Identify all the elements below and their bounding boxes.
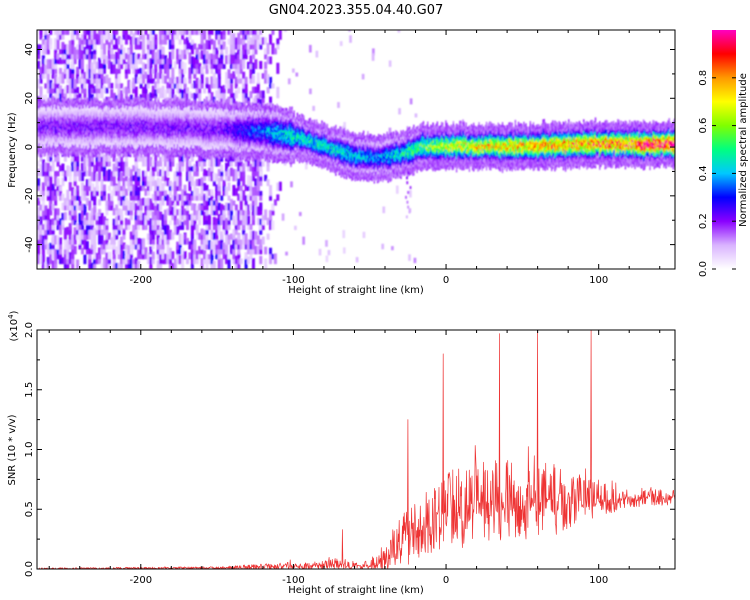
snr-plot-area [37, 330, 675, 569]
spectrogram-ytick-label: -40 [24, 236, 35, 252]
snr-ytick-label: 1.5 [24, 382, 35, 398]
snr-xtick-label: 100 [589, 575, 608, 586]
colorbar-gradient [712, 30, 736, 269]
colorbar-tick-label: 0.8 [698, 70, 709, 86]
figure-title: GN04.2023.355.04.40.G07 [269, 3, 444, 18]
colorbar-tick-label: 0.4 [698, 165, 709, 181]
snr-ylabel: SNR (10 * v/v) [7, 414, 18, 485]
spectrogram-xlabel: Height of straight line (km) [288, 285, 424, 296]
spectrogram-ytick-label: -20 [24, 188, 35, 204]
spectrogram-ytick-label: 40 [24, 43, 35, 56]
spectrogram-xtick-label: 0 [443, 275, 449, 286]
snr-xtick-label: 0 [443, 575, 449, 586]
snr-xtick-label: -200 [129, 575, 152, 586]
colorbar-tick-label: 0.0 [698, 261, 709, 277]
snr-frame [36, 329, 676, 570]
snr-ytick-label: 0.0 [24, 561, 35, 577]
colorbar-tick-label: 0.2 [698, 213, 709, 229]
colorbar-tick-label: 0.6 [698, 118, 709, 134]
spectrogram-ytick-label: 0 [24, 144, 35, 150]
spectrogram-xtick-label: -100 [282, 275, 305, 286]
snr-panel: -200 -100 0 100 0.0 0.5 1.0 1.5 2.0 Height of st… [7, 310, 676, 596]
spectrogram-ylabel: Frequency (Hz) [7, 112, 18, 188]
snr-scale-label: (x104) [7, 310, 20, 341]
snr-xtick-label: -100 [282, 575, 305, 586]
snr-xlabel: Height of straight line (km) [288, 585, 424, 596]
spectrogram-frame [36, 29, 676, 270]
colorbar-axis: 0.0 0.2 0.4 0.6 0.8 [698, 70, 736, 277]
colorbar-label: Normalized spectral amplitude [738, 73, 749, 227]
snr-series-line [37, 330, 675, 569]
colorbar: 0.0 0.2 0.4 0.6 0.8 Normalized spectral ampl… [698, 30, 749, 277]
spectrogram-xtick-label: 100 [589, 275, 608, 286]
snr-ytick-label: 1.0 [24, 442, 35, 458]
snr-axes: -200 -100 0 100 0.0 0.5 1.0 1.5 2.0 [24, 322, 675, 586]
spectrogram-xtick-label: -200 [129, 275, 152, 286]
snr-ytick-label: 2.0 [24, 322, 35, 338]
spectrogram-ytick-label: 20 [24, 92, 35, 105]
snr-ytick-label: 0.5 [24, 501, 35, 517]
spectrogram-heatmap [37, 30, 675, 269]
